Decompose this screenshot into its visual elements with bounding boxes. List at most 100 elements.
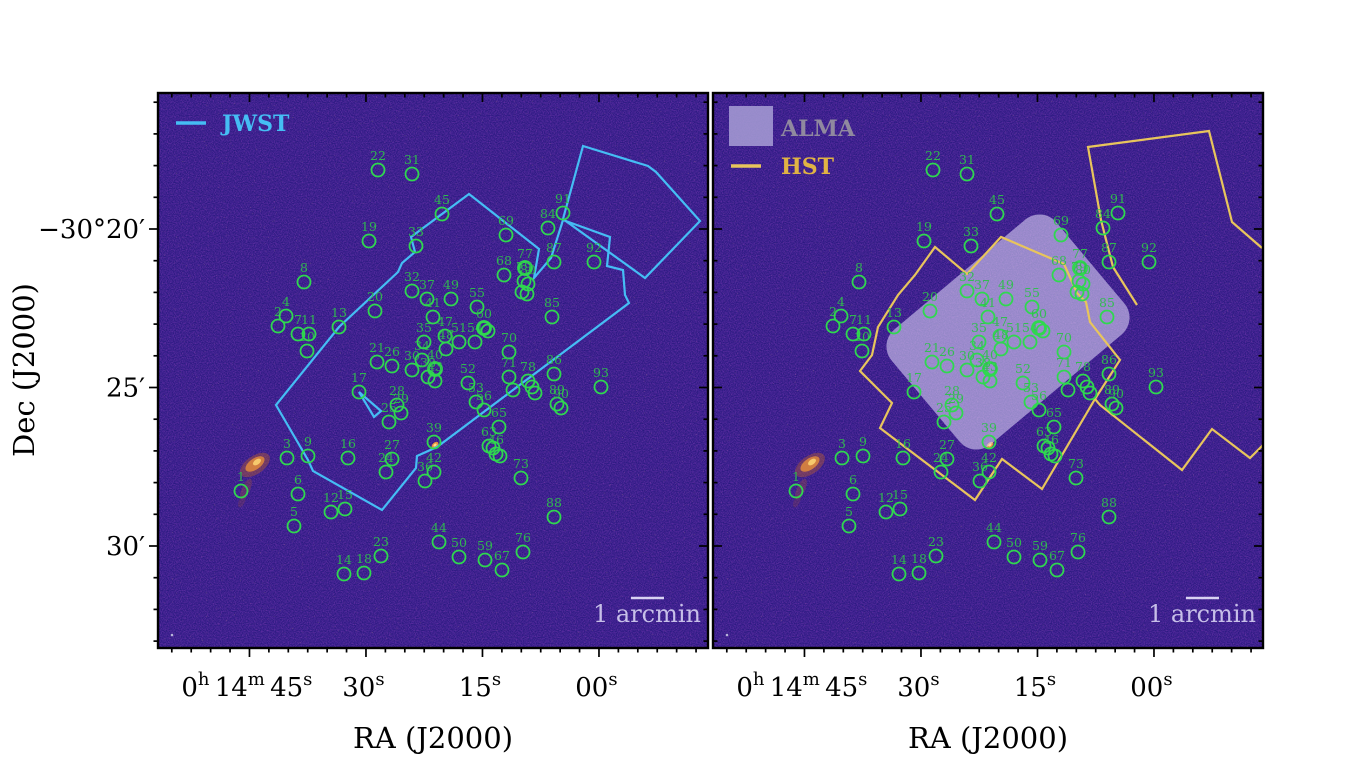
source-id-label: 7 bbox=[294, 312, 302, 327]
source-marker bbox=[959, 362, 975, 378]
source-marker bbox=[492, 448, 508, 464]
source-id-label: 15 bbox=[337, 487, 353, 502]
galaxy-blob bbox=[253, 458, 261, 466]
source-marker bbox=[1141, 254, 1157, 270]
jwst-legend-label: JWST bbox=[220, 111, 290, 137]
source-id-label: 70 bbox=[1056, 330, 1072, 345]
source-id-label: 12 bbox=[878, 490, 894, 505]
source-marker bbox=[331, 319, 347, 335]
source-marker bbox=[892, 501, 908, 517]
source-marker bbox=[1024, 299, 1040, 315]
source-id-label: 13 bbox=[886, 305, 902, 320]
source-id-label: 8 bbox=[855, 260, 863, 275]
source-id-label: 44 bbox=[986, 520, 1002, 535]
source-id-label: 78 bbox=[520, 359, 536, 374]
source-id-label: 12 bbox=[323, 490, 339, 505]
source-marker bbox=[546, 254, 562, 270]
source-marker bbox=[981, 434, 997, 450]
source-id-label: 48 bbox=[993, 327, 1009, 342]
source-marker bbox=[296, 274, 312, 290]
source-id-label: 51 bbox=[451, 320, 467, 335]
source-id-label: 36 bbox=[417, 459, 433, 474]
footprint-path bbox=[858, 235, 1122, 502]
source-id-label: 87 bbox=[1101, 240, 1117, 255]
source-id-label: 28 bbox=[389, 383, 405, 398]
source-id-label: 53 bbox=[468, 380, 484, 395]
source-id-label: 21 bbox=[924, 340, 940, 355]
source-id-label: 46 bbox=[1043, 432, 1059, 447]
y-axis-title: Dec (J2000) bbox=[7, 283, 41, 457]
source-id-label: 11 bbox=[301, 312, 317, 327]
source-marker bbox=[351, 384, 367, 400]
source-marker bbox=[546, 509, 562, 525]
source-marker bbox=[1101, 366, 1117, 382]
source-marker bbox=[911, 565, 927, 581]
source-marker bbox=[1023, 394, 1039, 410]
source-id-label: 20 bbox=[367, 289, 383, 304]
source-id-label: 69 bbox=[498, 213, 514, 228]
source-marker bbox=[1051, 267, 1067, 283]
panel-alma-hst: 1234567891011121314151617181920212223242… bbox=[711, 91, 1265, 703]
galaxy-blob bbox=[795, 478, 807, 500]
source-marker bbox=[356, 565, 372, 581]
source-id-label: 45 bbox=[434, 192, 450, 207]
source-marker bbox=[1006, 334, 1022, 350]
source-id-label: 1 bbox=[237, 469, 245, 484]
source-marker bbox=[1047, 448, 1063, 464]
source-marker bbox=[998, 291, 1014, 307]
source-marker bbox=[301, 326, 317, 342]
source-id-label: 22 bbox=[370, 148, 386, 163]
source-marker bbox=[323, 504, 339, 520]
source-marker bbox=[477, 552, 493, 568]
source-marker bbox=[845, 486, 861, 502]
source-marker bbox=[549, 396, 565, 412]
source-marker bbox=[367, 303, 383, 319]
source-id-label: 31 bbox=[404, 152, 420, 167]
source-marker bbox=[468, 394, 484, 410]
source-id-label: 18 bbox=[911, 551, 927, 566]
source-marker bbox=[1046, 419, 1062, 435]
alma-legend-swatch bbox=[729, 106, 773, 146]
source-id-label: 41 bbox=[980, 295, 996, 310]
source-marker bbox=[1068, 470, 1084, 486]
legend-left: JWST bbox=[176, 111, 290, 137]
source-marker bbox=[1108, 400, 1124, 416]
source-marker bbox=[498, 227, 514, 243]
source-id-label: 11 bbox=[856, 312, 872, 327]
source-marker bbox=[989, 206, 1005, 222]
source-marker bbox=[959, 166, 975, 182]
source-marker bbox=[389, 397, 405, 413]
source-marker bbox=[982, 373, 998, 389]
source-marker bbox=[986, 534, 1002, 550]
source-marker bbox=[467, 334, 483, 350]
source-id-label: 89 bbox=[1104, 382, 1120, 397]
source-id-label: 45 bbox=[989, 192, 1005, 207]
source-id-label: 88 bbox=[546, 495, 562, 510]
source-id-label: 93 bbox=[1148, 365, 1164, 380]
source-id-label: 91 bbox=[555, 191, 571, 206]
source-id-label: 69 bbox=[1053, 213, 1069, 228]
foreground-galaxy bbox=[170, 441, 439, 637]
source-id-label: 76 bbox=[1070, 530, 1086, 545]
source-id-label: 56 bbox=[1031, 388, 1047, 403]
source-id-label: 23 bbox=[373, 534, 389, 549]
source-marker bbox=[451, 334, 467, 350]
noise-speckle-orange bbox=[158, 93, 708, 648]
scalebar-right: 1 arcmin bbox=[1148, 596, 1256, 628]
source-marker bbox=[1110, 205, 1126, 221]
source-marker bbox=[972, 473, 988, 489]
source-marker bbox=[1036, 438, 1052, 454]
source-marker bbox=[939, 451, 955, 467]
source-id-label: 86 bbox=[1101, 352, 1117, 367]
source-id-label: 59 bbox=[1032, 538, 1048, 553]
source-id-label: 79 bbox=[516, 259, 532, 274]
source-id-label: 90 bbox=[1108, 386, 1124, 401]
source-marker bbox=[841, 518, 857, 534]
source-id-label: 53 bbox=[1023, 380, 1039, 395]
source-marker bbox=[1095, 220, 1111, 236]
source-id-label: 86 bbox=[546, 352, 562, 367]
source-marker bbox=[381, 414, 397, 430]
source-id-label: 50 bbox=[451, 535, 467, 550]
source-id-label: 42 bbox=[981, 450, 997, 465]
source-id-label: 47 bbox=[992, 314, 1008, 329]
